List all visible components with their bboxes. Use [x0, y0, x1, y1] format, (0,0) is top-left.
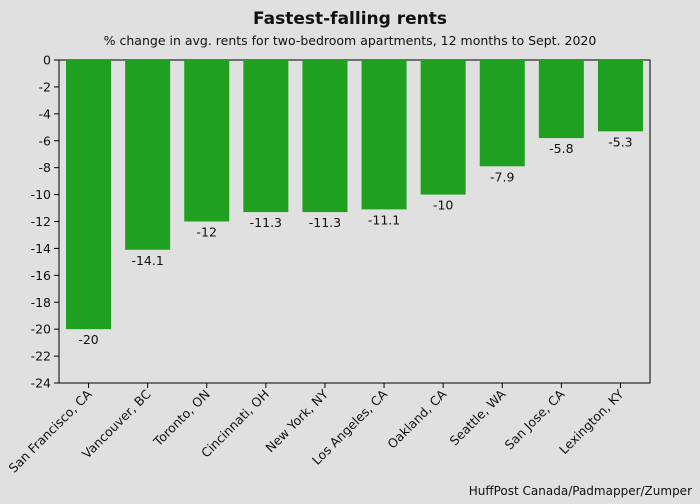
- data-label: -7.9: [490, 169, 514, 184]
- source-note: HuffPost Canada/Padmapper/Zumper: [469, 484, 692, 498]
- bar: [243, 60, 289, 213]
- bar: [66, 60, 112, 330]
- y-tick-label: -4: [39, 106, 52, 121]
- data-label: -11.3: [250, 215, 282, 230]
- y-tick-label: -8: [39, 160, 52, 175]
- y-tick-label: -12: [31, 214, 51, 229]
- data-label: -10: [433, 198, 453, 213]
- bar: [420, 60, 466, 195]
- data-label: -5.3: [608, 134, 632, 149]
- chart-subtitle: % change in avg. rents for two-bedroom a…: [104, 33, 597, 48]
- data-label: -20: [78, 332, 98, 347]
- bar: [125, 60, 171, 250]
- bar: [538, 60, 584, 139]
- y-tick-label: -22: [31, 349, 51, 364]
- plot-area: 0 -2 -4 -6 -8 -10 -12 -14 -16 -18 -20 -22 -24 -20 San …: [5, 53, 651, 476]
- bar: [597, 60, 643, 132]
- y-tick-label: 0: [43, 53, 51, 68]
- y-tick-label: -18: [31, 295, 51, 310]
- y-tick-label: -24: [31, 376, 51, 391]
- y-tick-label: -10: [31, 187, 51, 202]
- y-tick-label: -6: [39, 133, 52, 148]
- y-tick-label: -2: [39, 79, 51, 94]
- data-label: -5.8: [549, 141, 573, 156]
- bar: [302, 60, 348, 213]
- data-label: -12: [197, 225, 217, 240]
- x-tick-label: Seattle, WA: [447, 386, 509, 448]
- y-tick-label: -20: [31, 322, 51, 337]
- y-tick-label: -16: [31, 268, 51, 283]
- x-tick-label: Toronto, ON: [150, 387, 213, 450]
- chart-title: Fastest-falling rents: [253, 9, 447, 29]
- bar: [479, 60, 525, 167]
- x-tick-label: San Francisco, CA: [5, 386, 94, 475]
- bar: [184, 60, 230, 222]
- x-tick-label: San Jose, CA: [502, 386, 568, 452]
- data-label: -14.1: [131, 253, 163, 268]
- bar: [361, 60, 407, 210]
- data-label: -11.3: [309, 215, 341, 230]
- data-label: -11.1: [368, 212, 400, 227]
- y-tick-label: -14: [31, 241, 51, 256]
- x-tick-label: Oakland, CA: [384, 386, 449, 451]
